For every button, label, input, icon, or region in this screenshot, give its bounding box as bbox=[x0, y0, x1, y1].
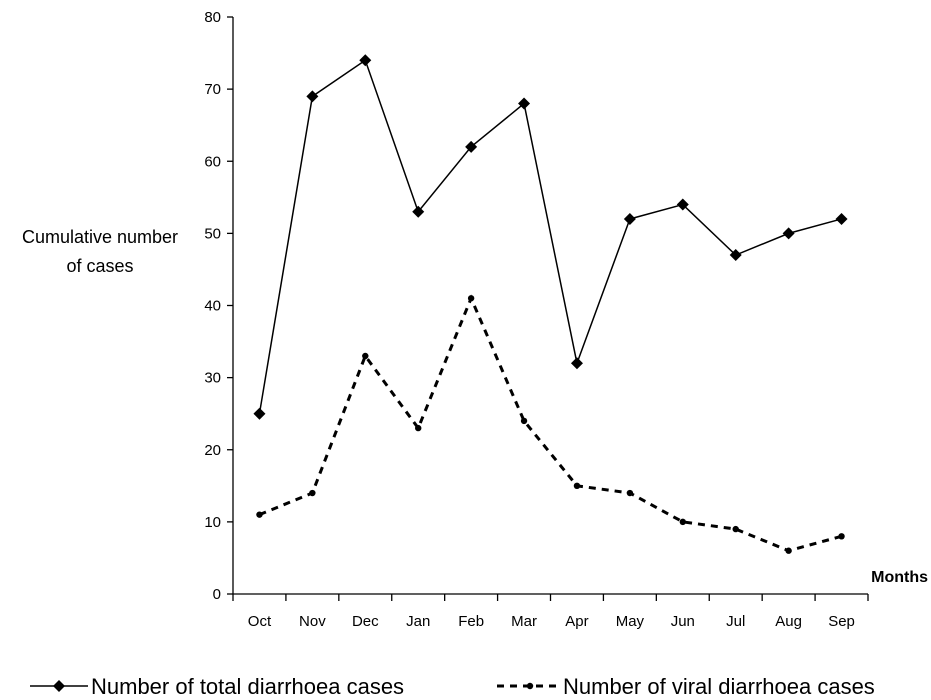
series-viral-point bbox=[256, 511, 263, 518]
y-tick-label: 50 bbox=[204, 225, 221, 242]
legend-item-viral: Number of viral diarrhoea cases bbox=[497, 674, 875, 699]
series-viral-point bbox=[362, 352, 369, 360]
legend-swatch-total-marker bbox=[53, 680, 65, 692]
x-axis-ticks: Oct Nov Dec Jan Feb Mar Apr May Jun Jul Aug Sep bbox=[232, 594, 869, 630]
series-viral-point bbox=[415, 424, 422, 432]
series-total-point bbox=[623, 212, 636, 225]
x-axis-title: Months bbox=[871, 569, 928, 586]
y-tick-label: 20 bbox=[204, 442, 221, 459]
x-tick-label: Sep bbox=[828, 613, 855, 630]
axes bbox=[232, 17, 868, 595]
series-viral-point bbox=[309, 489, 316, 497]
series-total-point bbox=[782, 227, 795, 240]
series-viral-point bbox=[467, 295, 475, 302]
series-total-point bbox=[306, 90, 319, 103]
series-total-point bbox=[359, 54, 372, 67]
series-total-point bbox=[729, 249, 742, 262]
series-total-point bbox=[676, 198, 689, 211]
series-viral-point bbox=[732, 525, 739, 533]
x-tick-label: May bbox=[616, 613, 645, 630]
y-axis-title-line-1: Cumulative number bbox=[22, 227, 178, 247]
y-tick-label: 0 bbox=[213, 586, 221, 603]
legend-item-total: Number of total diarrhoea cases bbox=[30, 674, 404, 699]
y-axis-title-line-2: of cases bbox=[66, 256, 133, 276]
x-tick-label: Jul bbox=[726, 613, 745, 630]
x-tick-label: Jun bbox=[671, 613, 695, 630]
series-viral-point bbox=[679, 518, 686, 526]
series-total-point bbox=[570, 357, 583, 370]
x-tick-label: Jan bbox=[406, 613, 430, 630]
y-tick-label: 40 bbox=[204, 298, 221, 315]
series-viral-point bbox=[626, 489, 634, 497]
series-viral-point bbox=[785, 547, 792, 554]
series-viral-point bbox=[573, 482, 581, 490]
y-tick-label: 30 bbox=[204, 370, 221, 387]
legend-label-total: Number of total diarrhoea cases bbox=[91, 674, 404, 699]
y-tick-label: 80 bbox=[204, 9, 221, 26]
series-total-point bbox=[465, 140, 478, 153]
x-tick-label: Mar bbox=[511, 613, 537, 630]
legend: Number of total diarrhoea cases Number o… bbox=[30, 674, 875, 699]
x-tick-label: Feb bbox=[458, 613, 484, 630]
series-viral-point bbox=[838, 533, 845, 540]
series-line-viral bbox=[258, 294, 842, 553]
legend-label-viral: Number of viral diarrhoea cases bbox=[563, 674, 875, 699]
legend-swatch-viral-marker bbox=[526, 682, 534, 690]
series-viral-point bbox=[520, 417, 528, 425]
y-axis-ticks: 0 10 20 30 40 50 60 70 80 bbox=[204, 9, 233, 603]
y-tick-label: 10 bbox=[204, 514, 221, 531]
y-tick-label: 60 bbox=[204, 153, 221, 170]
series-total-point bbox=[835, 212, 848, 225]
x-tick-label: Apr bbox=[565, 613, 588, 630]
series-group bbox=[253, 54, 848, 554]
x-tick-label: Aug bbox=[775, 613, 802, 630]
series-line-total bbox=[258, 59, 842, 414]
y-tick-label: 70 bbox=[204, 81, 221, 98]
x-tick-label: Nov bbox=[299, 613, 326, 630]
x-tick-label: Oct bbox=[248, 613, 272, 630]
series-total-point bbox=[412, 205, 425, 218]
x-tick-label: Dec bbox=[352, 613, 379, 630]
series-total-point bbox=[253, 407, 266, 420]
series-total-point bbox=[518, 97, 531, 110]
